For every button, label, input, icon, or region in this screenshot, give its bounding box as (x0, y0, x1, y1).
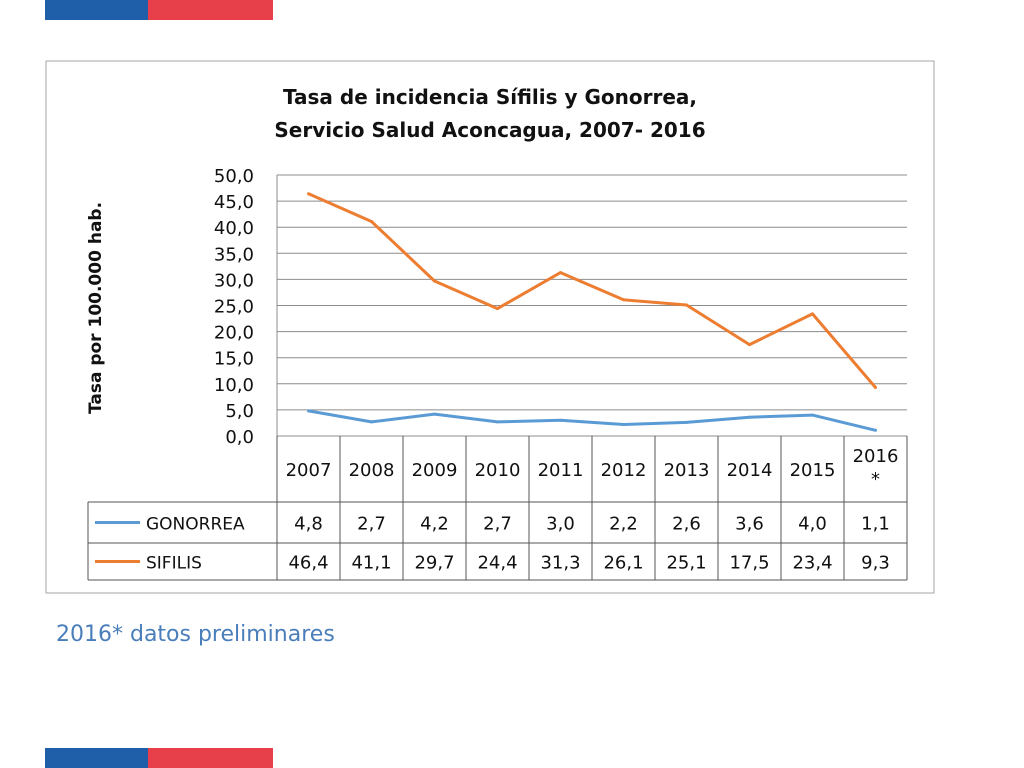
x-category-label: 2008 (349, 460, 395, 481)
data-point-gonorrea (370, 420, 373, 424)
y-tick-label: 40,0 (214, 218, 254, 239)
data-point-gonorrea (811, 413, 814, 417)
x-category-label: 2007 (286, 460, 332, 481)
brand-bar-red-top (148, 0, 273, 20)
x-category-label: 2016 * (853, 446, 899, 490)
data-point-gonorrea (685, 420, 688, 424)
data-point-gonorrea (748, 415, 751, 419)
chart-title-line1: Tasa de incidencia Sífilis y Gonorrea, (283, 85, 697, 109)
data-point-gonorrea (307, 409, 310, 413)
data-point-sifilis (685, 303, 688, 307)
y-axis-label: Tasa por 100.000 hab. (86, 202, 106, 414)
data-point-sifilis (748, 343, 751, 347)
data-point-sifilis (496, 307, 499, 311)
data-table-cell: 4,0 (798, 514, 827, 535)
data-table-cell: 25,1 (666, 553, 706, 574)
data-point-sifilis (811, 312, 814, 316)
data-table-cell: 23,4 (792, 553, 832, 574)
data-table-cell: 41,1 (351, 553, 391, 574)
y-tick-label: 15,0 (214, 349, 254, 370)
y-tick-labels: 0,0 5,0 10,0 15,0 20,0 25,0 30,0 35,0 40,0 45,0 50… (214, 166, 254, 448)
data-table-cell: 4,2 (420, 514, 449, 535)
gridlines (276, 174, 907, 437)
data-table: 2007 2008 2009 2010 2011 2012 2013 2014 2015 2016… (87, 436, 908, 581)
brand-bar-blue-bottom (45, 748, 148, 768)
brand-bar-blue-top (45, 0, 148, 20)
legend-label-sifilis: SIFILIS (146, 554, 202, 574)
data-point-sifilis (622, 298, 625, 302)
y-tick-label: 5,0 (225, 401, 254, 422)
data-table-cell: 26,1 (603, 553, 643, 574)
data-point-gonorrea (559, 418, 562, 422)
y-tick-label: 10,0 (214, 375, 254, 396)
data-table-cell: 17,5 (729, 553, 769, 574)
x-category-label: 2013 (664, 460, 710, 481)
data-point-gonorrea (622, 423, 625, 427)
footnote: 2016* datos preliminares (56, 622, 335, 647)
data-point-sifilis (307, 192, 310, 196)
data-point-sifilis (874, 385, 877, 389)
y-tick-label: 25,0 (214, 297, 254, 318)
data-table-cell: 2,2 (609, 514, 638, 535)
data-table-cell: 9,3 (861, 553, 890, 574)
x-category-label: 2015 (790, 460, 836, 481)
data-table-cell: 1,1 (861, 514, 890, 535)
data-table-cell: 2,6 (672, 514, 701, 535)
data-table-cell: 2,7 (483, 514, 512, 535)
y-tick-label: 30,0 (214, 270, 254, 291)
data-table-cell: 3,0 (546, 514, 575, 535)
data-point-gonorrea (433, 412, 436, 416)
x-category-label: 2012 (601, 460, 647, 481)
series-line-gonorrea (308, 409, 876, 432)
data-table-cell: 2,7 (357, 514, 386, 535)
chart-title-line2: Servicio Salud Aconcagua, 2007- 2016 (274, 118, 705, 142)
data-point-gonorrea (874, 428, 877, 432)
y-tick-label: 35,0 (214, 244, 254, 265)
data-table-cell: 46,4 (288, 553, 328, 574)
brand-bar-red-bottom (148, 748, 273, 768)
y-tick-label: 50,0 (214, 166, 254, 187)
legend-label-gonorrea: GONORREA (146, 515, 245, 535)
y-tick-label: 45,0 (214, 192, 254, 213)
data-point-sifilis (370, 219, 373, 223)
data-table-cell: 29,7 (414, 553, 454, 574)
x-category-label: 2009 (412, 460, 458, 481)
y-tick-label: 0,0 (225, 427, 254, 448)
x-category-label: 2010 (475, 460, 521, 481)
data-point-sifilis (433, 279, 436, 283)
data-table-cell: 3,6 (735, 514, 764, 535)
data-point-gonorrea (496, 420, 499, 424)
x-category-label: 2011 (538, 460, 584, 481)
data-point-sifilis (559, 271, 562, 275)
data-table-cell: 31,3 (540, 553, 580, 574)
series-line-sifilis (307, 192, 877, 389)
y-tick-label: 20,0 (214, 323, 254, 344)
x-category-label: 2014 (727, 460, 773, 481)
data-table-cell: 4,8 (294, 514, 323, 535)
series-lines (307, 192, 877, 432)
data-table-cell: 24,4 (477, 553, 517, 574)
